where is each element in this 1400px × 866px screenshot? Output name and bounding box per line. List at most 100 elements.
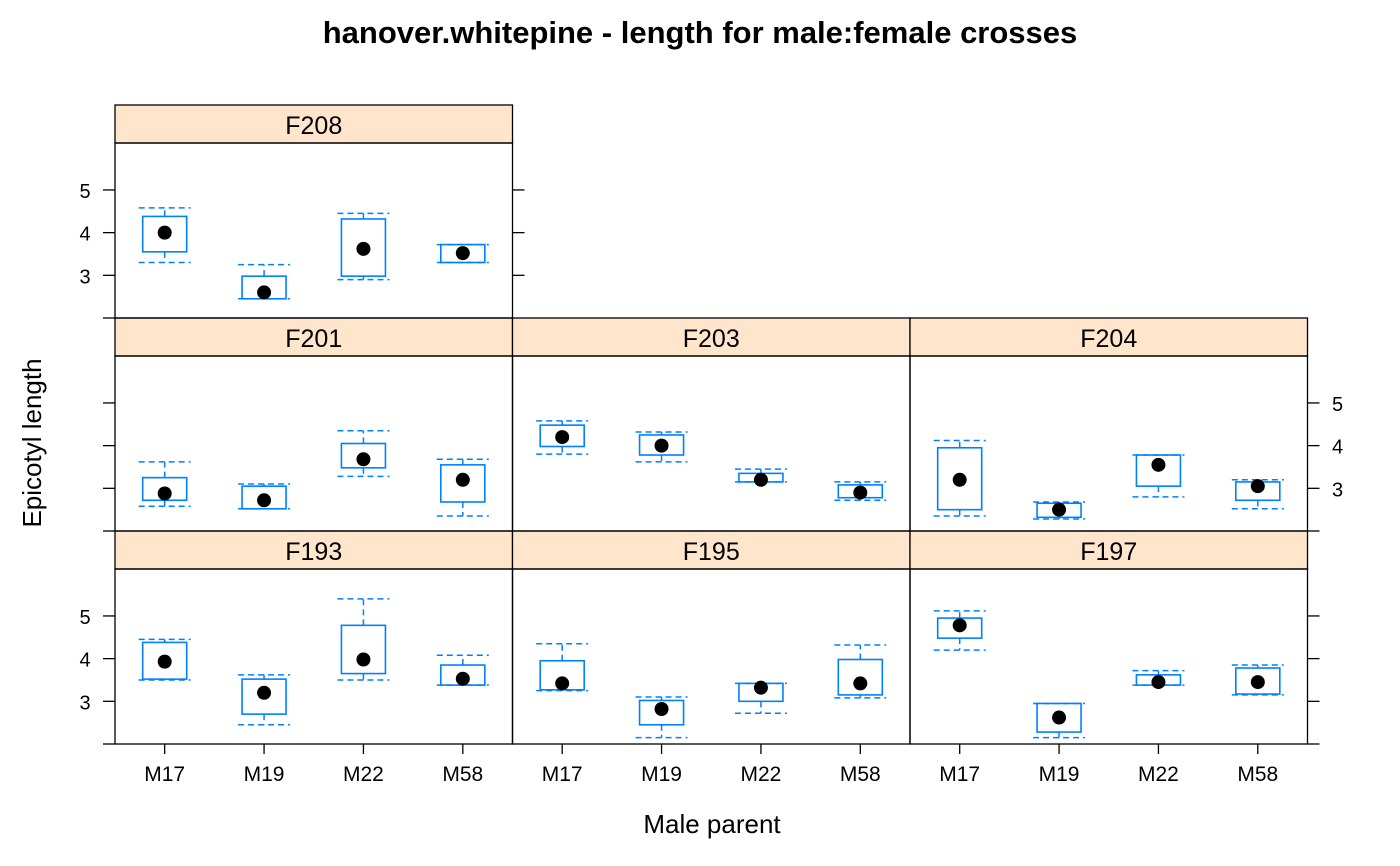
box-f204-m19 bbox=[1033, 501, 1086, 520]
box-f201-m17 bbox=[138, 461, 191, 507]
box-f201-m58 bbox=[436, 458, 489, 517]
box-rect bbox=[1135, 454, 1182, 487]
x-tick-label: M22 bbox=[741, 763, 782, 786]
chart-title: hanover.whitepine - length for male:fema… bbox=[323, 15, 1078, 50]
box-f203-m19 bbox=[635, 431, 688, 463]
x-tick-label: M19 bbox=[244, 763, 285, 786]
box-f197-m22 bbox=[1132, 669, 1185, 690]
box-rect bbox=[340, 442, 387, 469]
box-rect bbox=[241, 485, 287, 510]
strip-label: F197 bbox=[1080, 538, 1137, 566]
y-tick-label: 5 bbox=[1332, 394, 1343, 416]
box-rect bbox=[440, 464, 486, 503]
box-f201-m22 bbox=[337, 429, 390, 478]
median-point bbox=[654, 702, 669, 716]
strip-label: F195 bbox=[683, 538, 740, 566]
y-tick-label: 4 bbox=[79, 650, 90, 672]
median-point bbox=[555, 676, 570, 691]
median-point bbox=[356, 241, 371, 256]
box-f204-m58 bbox=[1231, 479, 1284, 510]
median-point bbox=[1250, 479, 1265, 494]
strip-label: F193 bbox=[285, 538, 342, 566]
median-point bbox=[455, 246, 470, 261]
strip-background bbox=[114, 104, 514, 144]
x-tick-label: M58 bbox=[1237, 763, 1278, 786]
x-tick-label: M22 bbox=[343, 763, 384, 786]
box-f208-m22 bbox=[337, 212, 390, 281]
box-rect bbox=[638, 699, 685, 726]
median-point bbox=[555, 430, 570, 445]
strip-label: F201 bbox=[285, 325, 342, 353]
x-tick-label: M17 bbox=[144, 763, 185, 786]
median-point bbox=[356, 652, 371, 667]
median-point bbox=[157, 654, 172, 669]
box-rect bbox=[1036, 702, 1082, 733]
strip-label: F204 bbox=[1080, 325, 1137, 353]
x-tick-label: M19 bbox=[641, 763, 682, 786]
median-point bbox=[753, 680, 768, 695]
y-tick-label: 3 bbox=[79, 266, 90, 288]
box-rect bbox=[539, 424, 585, 448]
strip-label: F203 bbox=[683, 325, 740, 353]
median-point bbox=[257, 685, 272, 700]
box-f193-m19 bbox=[238, 674, 291, 726]
box-rect bbox=[936, 617, 983, 639]
median-point bbox=[257, 285, 272, 300]
panel-f195: F195 M17 M19 M22 M58 bbox=[511, 530, 911, 786]
strip-background bbox=[114, 317, 514, 357]
panel-f193: F193 3 4 5 M17 M19 M22 M58 bbox=[79, 530, 514, 786]
panel-frame bbox=[909, 355, 1309, 532]
x-axis-label: Male parent bbox=[643, 809, 781, 839]
box-f201-m19 bbox=[238, 483, 291, 510]
panel-frame bbox=[511, 355, 911, 532]
median-point bbox=[952, 618, 967, 633]
strip-background bbox=[909, 530, 1309, 570]
box-rect bbox=[1235, 667, 1281, 695]
box-f197-m17 bbox=[933, 610, 986, 651]
box-f203-m22 bbox=[734, 468, 787, 487]
box-f195-m17 bbox=[536, 642, 589, 692]
median-point bbox=[1052, 502, 1067, 517]
x-tick-label: M17 bbox=[542, 763, 583, 786]
panel-f208: F208 3 4 5 bbox=[79, 104, 525, 319]
y-tick-label: 3 bbox=[79, 692, 90, 714]
panel-frame bbox=[114, 355, 514, 532]
median-point bbox=[356, 452, 371, 467]
x-tick-label: M19 bbox=[1039, 763, 1080, 786]
x-tick-label: M22 bbox=[1138, 763, 1179, 786]
strip-background bbox=[909, 317, 1309, 357]
median-point bbox=[257, 493, 272, 508]
median-point bbox=[1151, 675, 1166, 690]
box-f195-m19 bbox=[635, 696, 688, 739]
panel-frame bbox=[909, 568, 1309, 745]
box-rect bbox=[936, 446, 983, 511]
box-f197-m58 bbox=[1231, 664, 1284, 696]
median-point bbox=[853, 485, 868, 500]
box-rect bbox=[340, 624, 387, 675]
box-rect bbox=[241, 678, 287, 715]
median-point bbox=[1151, 457, 1166, 472]
y-tick-label: 3 bbox=[1332, 479, 1343, 501]
box-f193-m58 bbox=[436, 654, 489, 686]
panel-f201: F201 bbox=[103, 317, 514, 532]
y-tick-label: 4 bbox=[79, 224, 90, 246]
panel-frame bbox=[511, 568, 911, 745]
box-f208-m19 bbox=[238, 263, 291, 300]
box-f193-m22 bbox=[337, 598, 390, 681]
y-tick-label: 5 bbox=[79, 607, 90, 629]
box-f203-m58 bbox=[834, 481, 887, 502]
median-point bbox=[157, 486, 172, 501]
box-f204-m22 bbox=[1132, 454, 1185, 498]
median-point bbox=[455, 472, 470, 487]
median-point bbox=[753, 472, 768, 487]
box-rect bbox=[340, 218, 387, 277]
box-f195-m22 bbox=[734, 680, 787, 715]
box-f208-m58 bbox=[436, 243, 489, 264]
box-f197-m19 bbox=[1033, 702, 1086, 739]
panel-f203: F203 bbox=[511, 317, 911, 532]
median-point bbox=[455, 671, 470, 686]
box-f204-m17 bbox=[933, 439, 986, 517]
median-point bbox=[1250, 675, 1265, 690]
box-rect bbox=[141, 641, 188, 680]
